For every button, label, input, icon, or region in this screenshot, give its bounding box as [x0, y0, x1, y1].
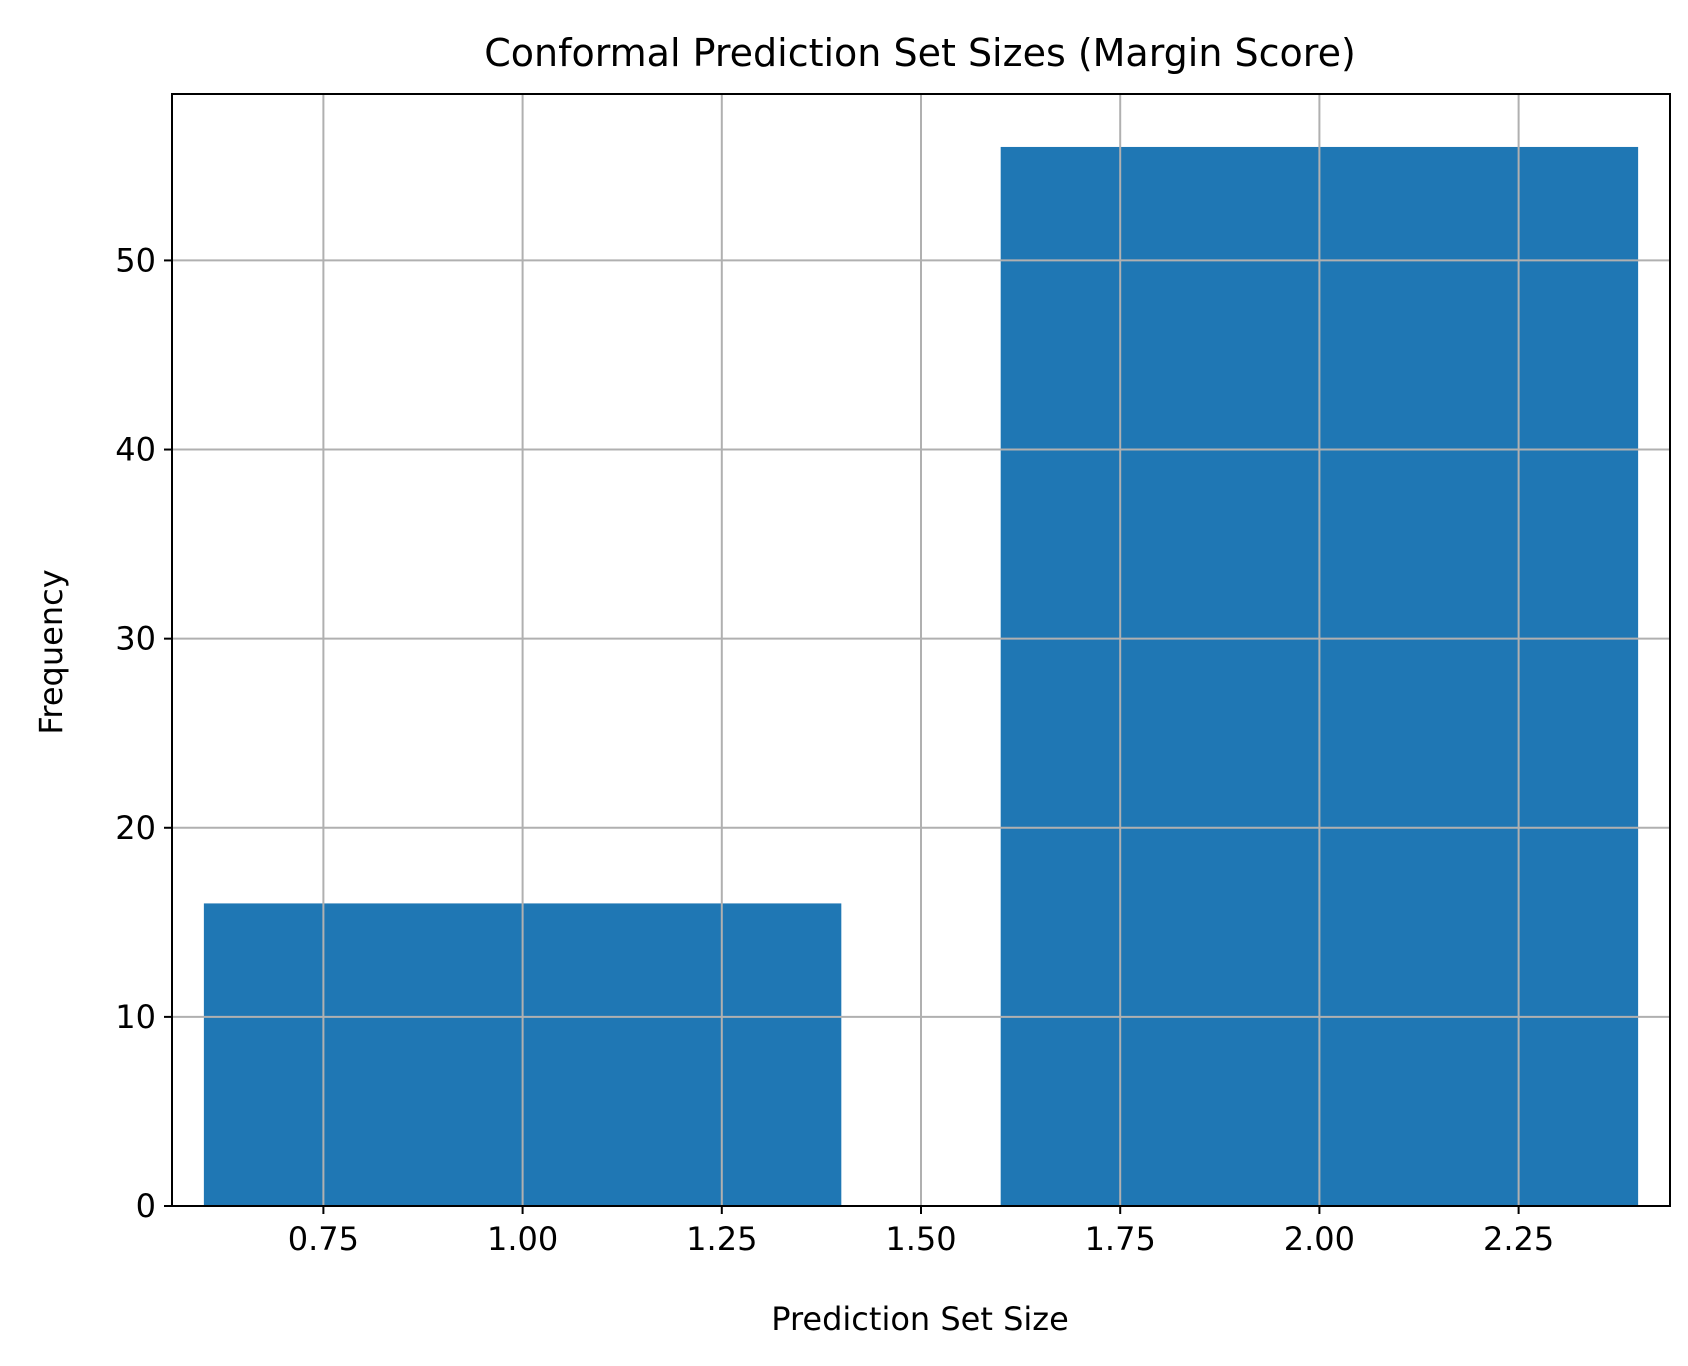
x-tick-label: 1.50 [885, 1220, 956, 1258]
x-axis-label: Prediction Set Size [771, 1300, 1069, 1338]
x-tick-label: 2.00 [1284, 1220, 1355, 1258]
y-tick-label: 0 [136, 1187, 156, 1225]
y-tick-label: 40 [115, 431, 156, 469]
x-tick-label: 1.75 [1085, 1220, 1156, 1258]
x-tick-label: 1.25 [686, 1220, 757, 1258]
y-tick-label: 20 [115, 809, 156, 847]
y-tick-label: 50 [115, 241, 156, 279]
x-tick-label: 1.00 [487, 1220, 558, 1258]
y-axis-label: Frequency [32, 569, 70, 734]
grid-lines-overlay [172, 94, 1670, 1207]
y-tick-label: 10 [115, 998, 156, 1036]
chart-title: Conformal Prediction Set Sizes (Margin S… [484, 31, 1356, 75]
axis-ticks: 0.75 1.00 1.25 1.50 1.75 2.00 2.25 0 10 20 30 40 50 [115, 241, 1554, 1258]
x-tick-label: 2.25 [1483, 1220, 1554, 1258]
x-tick-label: 0.75 [288, 1220, 359, 1258]
y-tick-label: 30 [115, 620, 156, 658]
